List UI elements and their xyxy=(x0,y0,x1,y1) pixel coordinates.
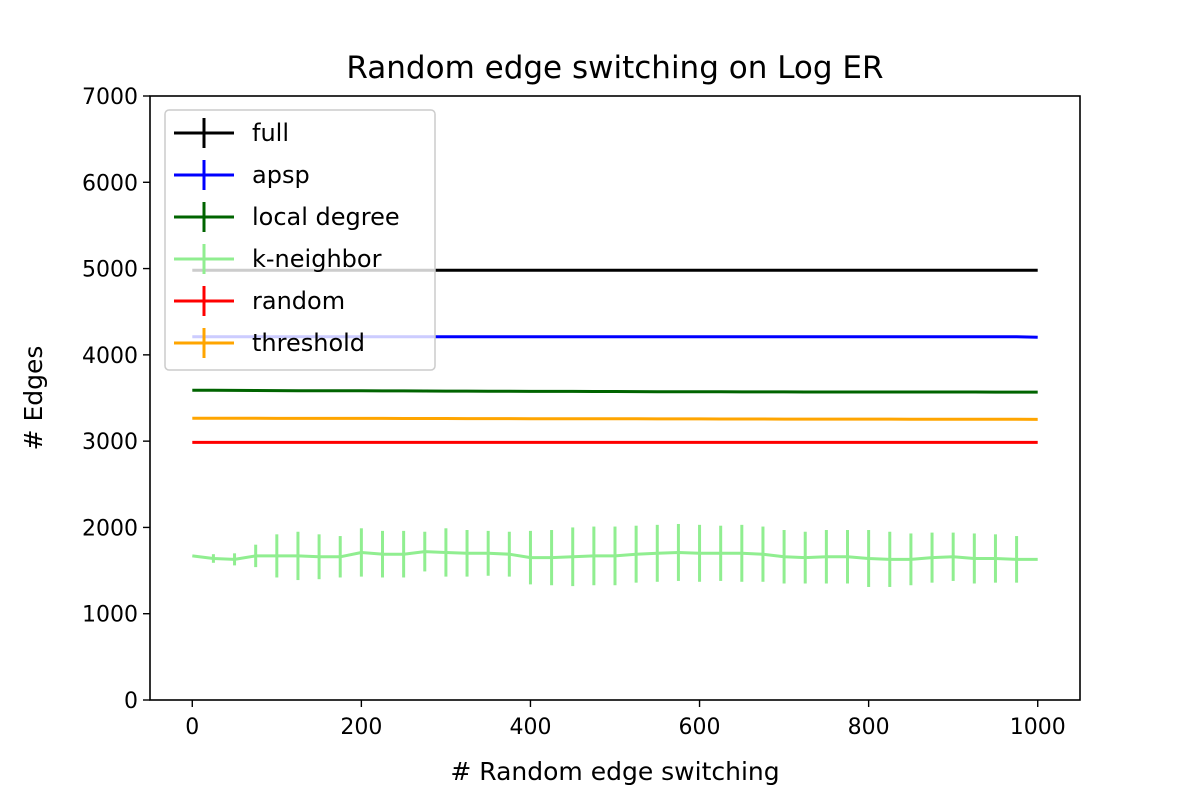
x-tick-label: 400 xyxy=(509,715,551,740)
y-tick-label: 4000 xyxy=(82,344,138,369)
series-k-neighbor xyxy=(192,523,1038,587)
y-tick-label: 6000 xyxy=(82,171,138,196)
legend-label: full xyxy=(252,119,289,147)
legend-label: random xyxy=(252,287,345,315)
x-tick-label: 200 xyxy=(340,715,382,740)
legend-item-full: full xyxy=(174,118,289,148)
chart-title: Random edge switching on Log ER xyxy=(346,50,883,86)
legend-item-random: random xyxy=(174,286,345,316)
x-tick-label: 1000 xyxy=(1010,715,1066,740)
y-tick-label: 5000 xyxy=(82,258,138,283)
legend-label: local degree xyxy=(252,203,400,231)
x-axis-label: # Random edge switching xyxy=(450,757,779,786)
legend-item-threshold: threshold xyxy=(174,328,365,358)
ticks-layer: 0 200 400 600 800 1000 0 1000 2000 3000 4000 5000 60… xyxy=(82,85,1066,740)
legend-item-k-neighbor: k-neighbor xyxy=(174,244,382,274)
x-tick-label: 800 xyxy=(848,715,890,740)
y-tick-label: 1000 xyxy=(82,603,138,628)
legend-label: threshold xyxy=(252,329,365,357)
y-tick-label: 7000 xyxy=(82,85,138,110)
plot-frame xyxy=(149,95,1081,701)
y-tick-label: 3000 xyxy=(82,430,138,455)
y-tick-label: 0 xyxy=(124,689,138,714)
legend-label: k-neighbor xyxy=(252,245,382,273)
series-threshold xyxy=(192,416,1038,421)
series-line-threshold xyxy=(192,416,1038,421)
legend-label: apsp xyxy=(252,161,310,189)
series-local-degree xyxy=(192,388,1038,394)
legend-item-apsp: apsp xyxy=(174,160,310,190)
x-tick-label: 0 xyxy=(185,715,199,740)
plot-layer xyxy=(192,268,1038,587)
y-axis-label: # Edges xyxy=(19,346,48,451)
y-tick-label: 2000 xyxy=(82,516,138,541)
legend-item-local-degree: local degree xyxy=(174,202,400,232)
x-tick-label: 600 xyxy=(679,715,721,740)
legend: full apsp local degree k-neighbor random thre… xyxy=(164,109,436,371)
series-line-local-degree xyxy=(192,388,1038,394)
